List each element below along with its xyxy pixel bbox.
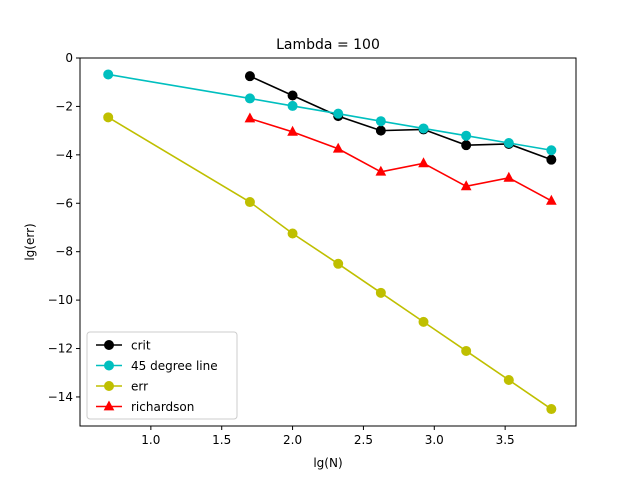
plot-area	[79, 57, 577, 427]
series-richardson	[244, 112, 557, 205]
legend-item: err	[96, 380, 148, 394]
data-point	[244, 197, 255, 208]
x-tick-label: 2.5	[354, 433, 373, 447]
x-tick-label: 2.0	[283, 433, 302, 447]
data-point	[333, 108, 344, 119]
series-err	[103, 112, 557, 415]
data-point	[546, 145, 557, 156]
data-point	[461, 130, 472, 141]
data-point	[460, 180, 472, 191]
legend-label: 45 degree line	[131, 359, 218, 373]
data-point	[461, 140, 472, 151]
legend-marker	[104, 340, 114, 350]
data-point	[461, 345, 472, 356]
data-point	[418, 157, 429, 168]
legend-marker	[103, 400, 115, 411]
legend-label: richardson	[131, 400, 194, 414]
legend-marker	[104, 360, 114, 371]
legend-item: richardson	[96, 400, 194, 414]
data-point	[287, 100, 298, 111]
data-point	[375, 116, 386, 127]
data-point	[244, 93, 255, 104]
legend: crit 45 degree line err richardson	[86, 331, 238, 420]
legend-box	[86, 331, 238, 420]
data-point	[546, 194, 557, 205]
x-axis-ticks: 1.0 1.5 2.0 2.5 3.0 3.5	[141, 426, 515, 447]
data-point	[418, 123, 429, 134]
y-tick-label: −8	[55, 245, 73, 259]
data-point	[103, 69, 114, 80]
y-tick-label: −4	[55, 148, 73, 162]
data-point	[546, 154, 557, 165]
data-point	[332, 142, 344, 153]
legend-marker	[104, 381, 114, 391]
data-point	[333, 258, 344, 269]
y-tick-label: −2	[55, 99, 73, 113]
x-tick-label: 1.0	[141, 433, 160, 447]
axes-frame	[79, 57, 577, 427]
data-point	[287, 90, 298, 101]
legend-item: crit	[96, 339, 151, 353]
data-point	[503, 171, 515, 182]
series-line	[249, 117, 552, 202]
data-point	[418, 316, 429, 327]
data-point	[287, 228, 298, 239]
data-point	[287, 125, 298, 136]
legend-label: crit	[131, 339, 151, 353]
y-tick-label: −6	[55, 196, 73, 210]
x-axis-label: lg(N)	[313, 456, 342, 470]
series-45-degree-line	[103, 69, 557, 156]
x-tick-label: 1.5	[212, 433, 231, 447]
data-point	[503, 137, 514, 148]
data-point	[244, 71, 255, 82]
y-tick-label: −14	[48, 390, 73, 404]
y-tick-label: −10	[48, 293, 73, 307]
y-tick-label: −12	[48, 342, 73, 356]
series-line	[249, 75, 552, 161]
data-point	[375, 125, 386, 136]
y-axis-ticks: 0 −2 −4 −6 −8 −10 −12 −14	[48, 51, 80, 404]
data-point	[244, 112, 256, 123]
series-layer	[103, 69, 557, 415]
chart-title: Lambda = 100	[276, 37, 380, 53]
legend-label: err	[131, 380, 148, 394]
x-tick-label: 3.5	[496, 433, 515, 447]
y-tick-label: 0	[65, 51, 73, 65]
data-point	[375, 165, 387, 176]
y-axis-label: lg(err)	[23, 223, 37, 260]
data-point	[503, 375, 514, 385]
data-point	[375, 287, 386, 298]
x-tick-label: 3.0	[425, 433, 444, 447]
data-point	[546, 404, 557, 415]
data-point	[103, 112, 114, 123]
legend-item: 45 degree line	[96, 359, 218, 373]
